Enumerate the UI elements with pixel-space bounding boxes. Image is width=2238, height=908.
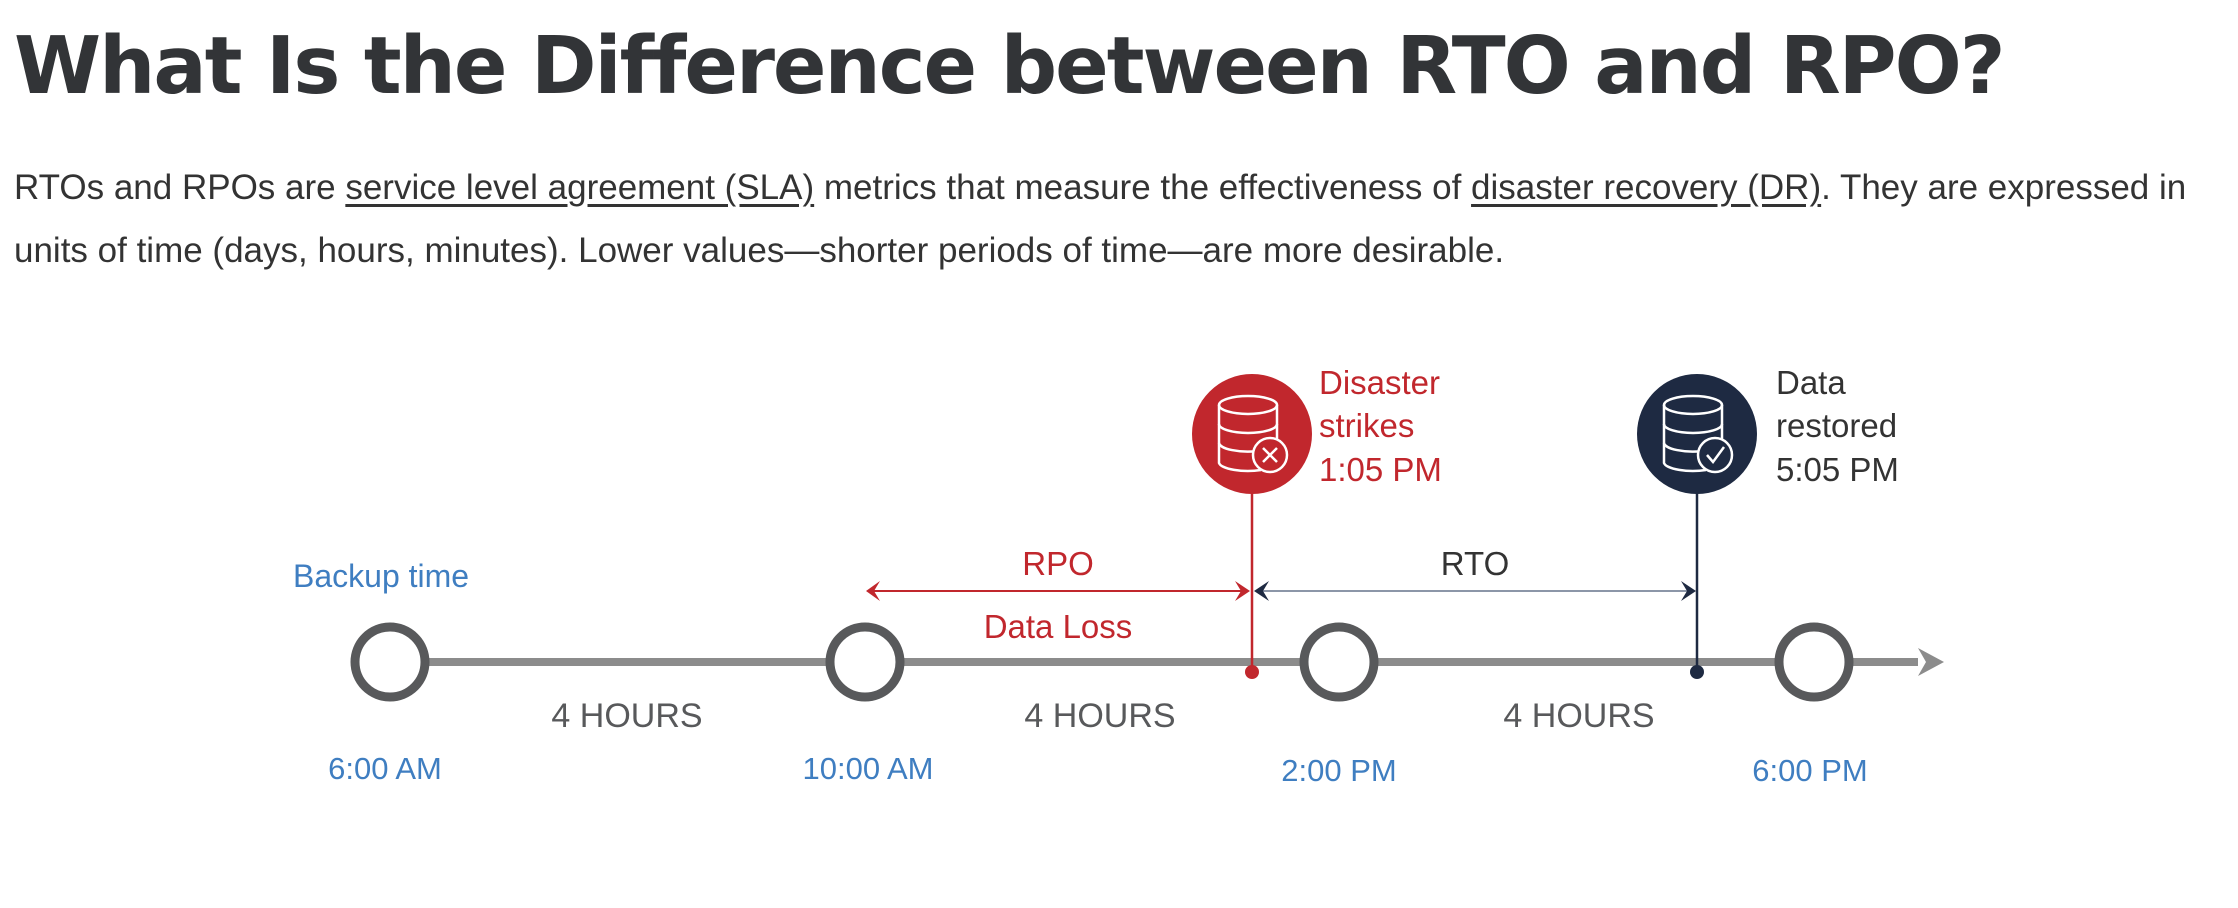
time-label-6am: 6:00 AM [328, 751, 442, 786]
disaster-point [1245, 665, 1259, 679]
restore-label-line1: Data [1776, 364, 1846, 401]
restore-label-time: 5:05 PM [1776, 451, 1899, 488]
disaster-recovery-link[interactable]: disaster recovery (DR) [1471, 168, 1822, 207]
time-marker-10am [825, 622, 905, 702]
sla-link[interactable]: service level agreement (SLA) [345, 168, 815, 207]
rpo-span-arrow [866, 581, 1250, 601]
time-marker-6pm [1774, 622, 1854, 702]
restore-label-line2: restored [1776, 407, 1897, 444]
disaster-label-line1: Disaster [1319, 364, 1440, 401]
rto-label: RTO [1441, 545, 1509, 582]
intro-text-3: . They are expressed in units of time (d… [14, 168, 2187, 270]
database-check-icon [1637, 374, 1757, 494]
interval-label: 4 HOURS [551, 697, 702, 735]
time-marker-6am [350, 622, 430, 702]
rpo-label: RPO [1022, 545, 1094, 582]
disaster-label-line2: strikes [1319, 407, 1414, 444]
backup-time-label: Backup time [293, 558, 469, 594]
time-label-2pm: 2:00 PM [1281, 753, 1396, 788]
timeline-arrowhead [1918, 648, 1944, 676]
interval-label: 4 HOURS [1024, 697, 1175, 735]
database-error-icon [1192, 374, 1312, 494]
intro-paragraph: RTOs and RPOs are service level agreemen… [14, 156, 2228, 282]
page-title: What Is the Difference between RTO and R… [14, 20, 2006, 112]
restore-point [1690, 665, 1704, 679]
intro-text-2: metrics that measure the effectiveness o… [814, 168, 1472, 207]
time-label-6pm: 6:00 PM [1752, 753, 1867, 788]
data-loss-label: Data Loss [984, 608, 1133, 645]
time-marker-2pm [1299, 622, 1379, 702]
rto-span-arrow [1254, 581, 1696, 601]
disaster-label-time: 1:05 PM [1319, 451, 1442, 488]
intro-text-1: RTOs and RPOs are [14, 168, 346, 207]
time-label-10am: 10:00 AM [803, 751, 934, 786]
interval-label: 4 HOURS [1503, 697, 1654, 735]
